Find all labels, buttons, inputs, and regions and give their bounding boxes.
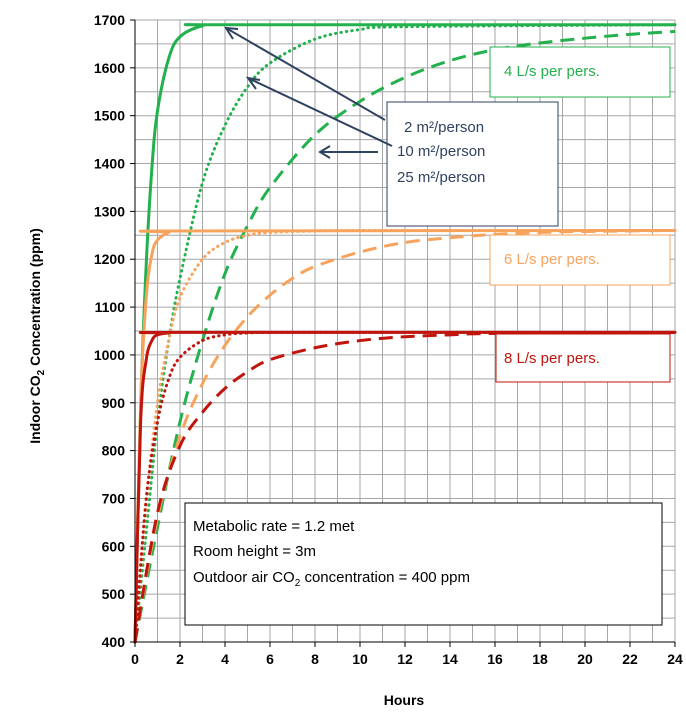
series-line-4 (133, 228, 677, 644)
svg-text:10 m²/person: 10 m²/person (397, 143, 485, 160)
x-axis-title: Hours (384, 692, 425, 708)
y-tick-label: 400 (102, 634, 126, 650)
svg-text:Outdoor air CO2 concentration: Outdoor air CO2 concentration = 400 ppm (193, 569, 470, 589)
y-tick-label: 700 (102, 490, 126, 506)
y-axis-title: Indoor CO2 Concentration (ppm) (27, 228, 47, 444)
x-tick-label: 10 (352, 651, 368, 667)
arrow-2m2 (225, 27, 386, 121)
x-tick-label: 22 (622, 651, 638, 667)
series-line-2 (133, 29, 676, 643)
arrow-2m2-head (224, 26, 239, 40)
svg-text:25 m²/person: 25 m²/person (397, 169, 485, 186)
label-4ls: 4 L/s per pers. (489, 46, 671, 98)
y-tick-label: 1500 (94, 108, 125, 124)
arrow-10m2-head (245, 76, 261, 90)
x-tick-label: 2 (176, 651, 184, 667)
series-line-7 (133, 330, 677, 644)
svg-text:4 L/s per pers.: 4 L/s per pers. (504, 63, 600, 80)
x-tick-label: 12 (397, 651, 413, 667)
series-line-1 (133, 23, 677, 644)
label-6ls: 6 L/s per pers. (489, 234, 671, 286)
y-tick-label: 1300 (94, 203, 125, 219)
series-layer (133, 23, 677, 644)
svg-text:8 L/s per pers.: 8 L/s per pers. (504, 350, 600, 367)
svg-text:2 m²/person: 2 m²/person (404, 119, 484, 136)
axes (130, 19, 676, 647)
series-line-8 (133, 330, 676, 643)
x-tick-label: 18 (532, 651, 548, 667)
svg-text:6 L/s per pers.: 6 L/s per pers. (504, 251, 600, 268)
annotation-arrows (224, 26, 393, 159)
density-annotation: 2 m²/person 10 m²/person 25 m²/person (386, 101, 559, 227)
y-tick-label: 600 (102, 538, 126, 554)
y-tick-label: 1100 (95, 299, 126, 315)
info-box: Metabolic rate = 1.2 met Room height = 3… (184, 502, 663, 626)
y-tick-label: 1700 (94, 12, 125, 28)
y-tick-label: 500 (102, 586, 126, 602)
y-tick-label: 1600 (94, 60, 125, 76)
x-tick-labels: 0 2 4 6 8 10 12 14 16 18 20 22 24 (131, 651, 683, 667)
y-tick-label: 900 (102, 395, 126, 411)
x-tick-label: 24 (667, 651, 683, 667)
label-8ls: 8 L/s per pers. (495, 333, 671, 383)
y-tick-label: 1000 (94, 347, 125, 363)
y-tick-label: 800 (102, 443, 126, 459)
svg-text:Room height = 3m: Room height = 3m (193, 543, 316, 560)
x-tick-label: 20 (577, 651, 593, 667)
series-line-5 (133, 229, 676, 643)
arrow-25m2-head (318, 145, 331, 159)
y-tick-label: 1400 (94, 156, 125, 172)
x-tick-label: 4 (221, 651, 229, 667)
x-tick-label: 6 (266, 651, 274, 667)
x-tick-label: 8 (311, 651, 319, 667)
x-tick-label: 0 (131, 651, 139, 667)
arrow-10m2 (247, 77, 393, 147)
svg-text:Metabolic rate = 1.2 met: Metabolic rate = 1.2 met (193, 518, 355, 535)
x-tick-label: 14 (442, 651, 458, 667)
y-tick-labels: 400 500 600 700 800 900 1000 1100 1200 1300 1400 15… (94, 12, 125, 650)
x-tick-label: 16 (487, 651, 503, 667)
y-tick-label: 1200 (94, 251, 125, 267)
